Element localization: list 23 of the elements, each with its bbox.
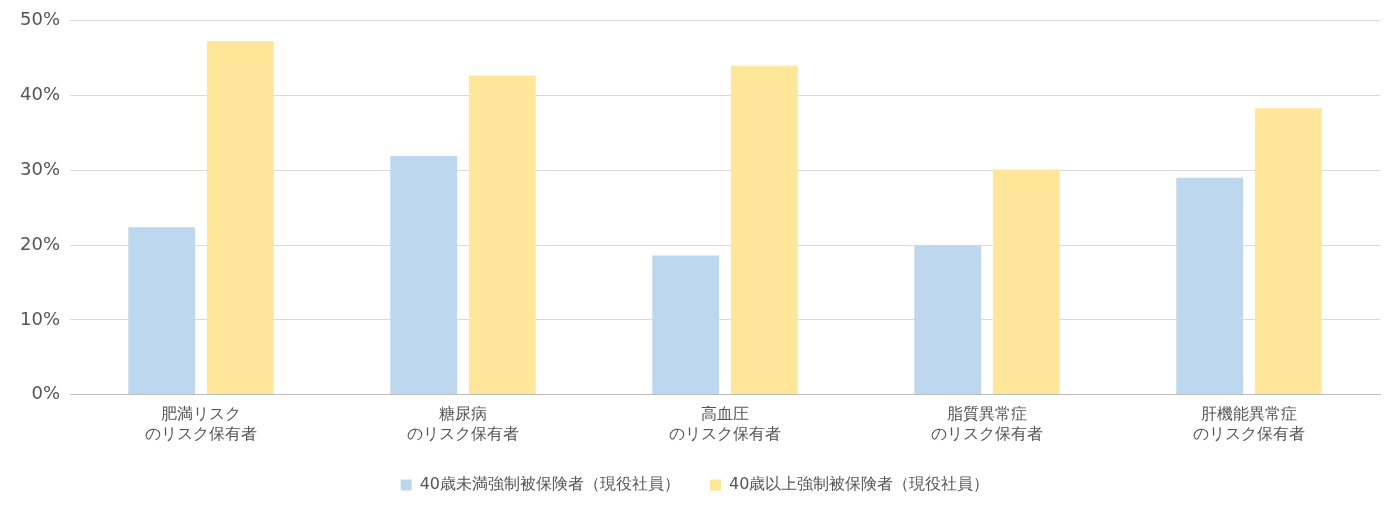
bar: [992, 169, 1060, 395]
x-tick-label: 脂質異常症のリスク保有者: [931, 404, 1043, 443]
bar: [1176, 177, 1244, 395]
y-tick-label: 30%: [19, 157, 61, 179]
bar: [652, 255, 720, 395]
legend-label: 40歳以上強制被保険者（現役社員）: [729, 474, 990, 494]
y-tick-label: 0%: [31, 382, 61, 404]
y-tick-label: 40%: [19, 83, 61, 105]
bar: [1254, 108, 1322, 395]
legend-label: 40歳未満強制被保険者（現役社員）: [419, 474, 680, 494]
bar: [914, 245, 982, 395]
x-tick-label: 糖尿病のリスク保有者: [407, 404, 520, 443]
x-tick-label: 肥満リスクのリスク保有者: [145, 404, 258, 443]
y-tick-label: 10%: [19, 307, 61, 329]
bar: [128, 227, 196, 395]
y-tick-label: 20%: [19, 232, 61, 254]
y-tick-label: 50%: [19, 8, 61, 30]
bar: [730, 65, 798, 395]
bar: [468, 75, 536, 395]
bar: [390, 156, 458, 395]
x-tick-label: 肝機能異常症のリスク保有者: [1193, 404, 1305, 443]
x-tick-label: 高血圧のリスク保有者: [669, 404, 781, 443]
bar: [206, 40, 274, 395]
